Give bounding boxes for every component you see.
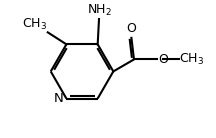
Text: CH$_3$: CH$_3$ [22, 17, 47, 32]
Text: O: O [126, 22, 136, 35]
Text: O: O [158, 53, 168, 66]
Text: N: N [53, 92, 63, 105]
Text: NH$_2$: NH$_2$ [87, 3, 111, 18]
Text: CH$_3$: CH$_3$ [179, 52, 204, 67]
